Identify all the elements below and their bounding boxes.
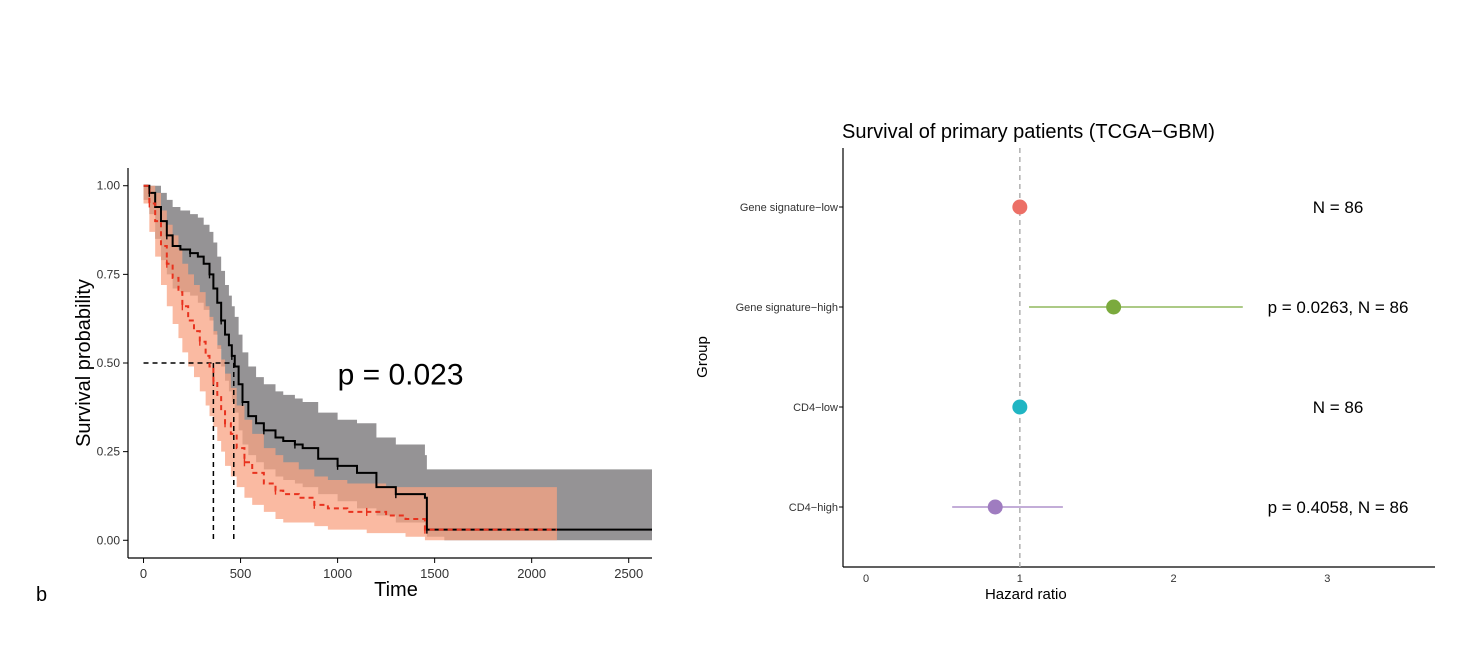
km-censor-marks xyxy=(148,188,428,534)
forest-point xyxy=(1012,399,1028,415)
km-x-axis-label: Time xyxy=(374,579,418,601)
forest-row-label: p = 0.4058, N = 86 xyxy=(1268,498,1409,517)
km-y-tick-label: 0.25 xyxy=(97,445,121,459)
forest-axes: 0 1 2 3 xyxy=(842,148,1435,585)
forest-x-tick-label: 2 xyxy=(1171,573,1177,585)
forest-x-tick-label: 3 xyxy=(1324,573,1330,585)
km-x-tick-label: 0 xyxy=(140,566,147,581)
forest-x-axis-label: Hazard ratio xyxy=(985,586,1067,603)
forest-y-axis-label: Group xyxy=(694,336,711,378)
km-y-axis-label: Survival probability xyxy=(73,279,95,447)
forest-point xyxy=(987,499,1003,515)
km-x-tick-label: 500 xyxy=(230,566,252,581)
km-y-tick-label: 0.75 xyxy=(97,267,121,281)
forest-title: Survival of primary patients (TCGA−GBM) xyxy=(842,121,1215,143)
km-x-tick-label: 1500 xyxy=(420,566,449,581)
forest-point xyxy=(1106,299,1122,315)
forest-group-label: Gene signature−low xyxy=(740,202,838,214)
km-y-tick-label: 1.00 xyxy=(97,179,121,193)
forest-x-tick-label: 1 xyxy=(1017,573,1023,585)
forest-row-label: N = 86 xyxy=(1313,398,1364,417)
forest-chart: Survival of primary patients (TCGA−GBM) … xyxy=(694,121,1435,603)
km-p-value: p = 0.023 xyxy=(338,358,464,391)
forest-point xyxy=(1012,199,1028,215)
km-axes: 0.00 0.25 0.50 0.75 1.00 0 500 1000 1500 2000 2500 xyxy=(97,168,652,581)
forest-x-tick-label: 0 xyxy=(863,573,869,585)
forest-group-label: Gene signature−high xyxy=(736,302,838,314)
panel-label: b xyxy=(36,584,47,606)
forest-row-label: p = 0.0263, N = 86 xyxy=(1268,298,1409,317)
km-median-lines xyxy=(143,362,235,541)
km-band-low xyxy=(143,185,557,541)
km-y-tick-label: 0.50 xyxy=(97,356,121,370)
forest-group-label: CD4−high xyxy=(789,502,838,514)
km-x-tick-label: 2000 xyxy=(517,566,546,581)
km-y-tick-label: 0.00 xyxy=(97,533,121,547)
km-line-high xyxy=(143,184,652,531)
forest-row-label: N = 86 xyxy=(1313,198,1364,217)
km-x-tick-label: 2500 xyxy=(614,566,643,581)
km-confidence-bands xyxy=(143,185,652,541)
forest-group-label: CD4−low xyxy=(793,402,838,414)
km-chart: 0.00 0.25 0.50 0.75 1.00 0 500 1000 1500 2000 2500… xyxy=(73,168,652,601)
km-x-tick-label: 1000 xyxy=(323,566,352,581)
forest-rows: Gene signature−low N = 86 Gene signature−h… xyxy=(736,198,1409,517)
